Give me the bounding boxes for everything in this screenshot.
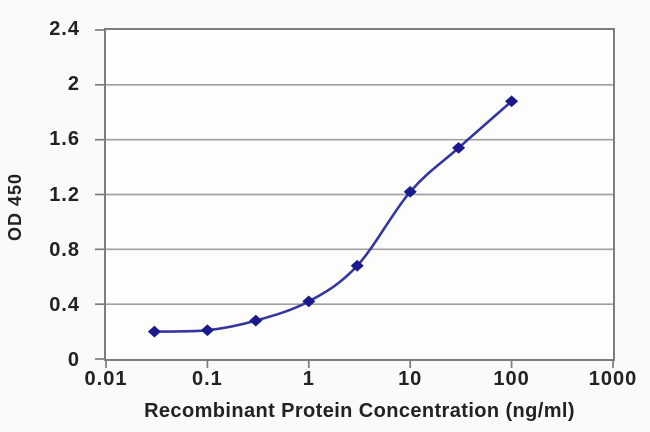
data-point-marker	[452, 142, 466, 154]
x-axis-tick-labels: 0.01 0.1 1 10 100 1000	[85, 368, 637, 391]
data-point-marker	[350, 259, 364, 272]
x-tick-label: 1	[302, 368, 315, 390]
curve-line	[153, 100, 513, 333]
data-point-marker	[302, 295, 316, 308]
x-axis-title: Recombinant Protein Concentration (ng/ml…	[144, 400, 575, 422]
x-tick-label: 1000	[588, 368, 638, 390]
x-tick-label: 0.1	[191, 368, 223, 390]
x-tick-label: 100	[493, 368, 530, 390]
y-tick-label: 0	[67, 349, 80, 371]
y-tick-label: 1.2	[49, 183, 80, 206]
y-tick-label: 2.4	[49, 18, 80, 40]
data-point-marker	[505, 95, 519, 108]
data-point-marker	[249, 314, 263, 327]
data-point-marker	[200, 324, 214, 337]
y-tick-label: 0.8	[49, 238, 80, 261]
data-point-marker	[147, 325, 161, 338]
curve-svg	[95, 29, 614, 368]
y-axis-tick-labels: 2.4 2 1.6 1.2 0.8 0.4 0	[0, 19, 80, 370]
y-tick-label: 1.6	[49, 128, 80, 151]
x-tick-label: 0.01	[84, 368, 128, 390]
y-tick-label: 2	[67, 73, 80, 96]
x-tick-label: 10	[398, 368, 423, 390]
data-point-marker	[403, 185, 417, 198]
y-tick-label: 0.4	[49, 293, 80, 316]
plot-area	[95, 28, 615, 368]
